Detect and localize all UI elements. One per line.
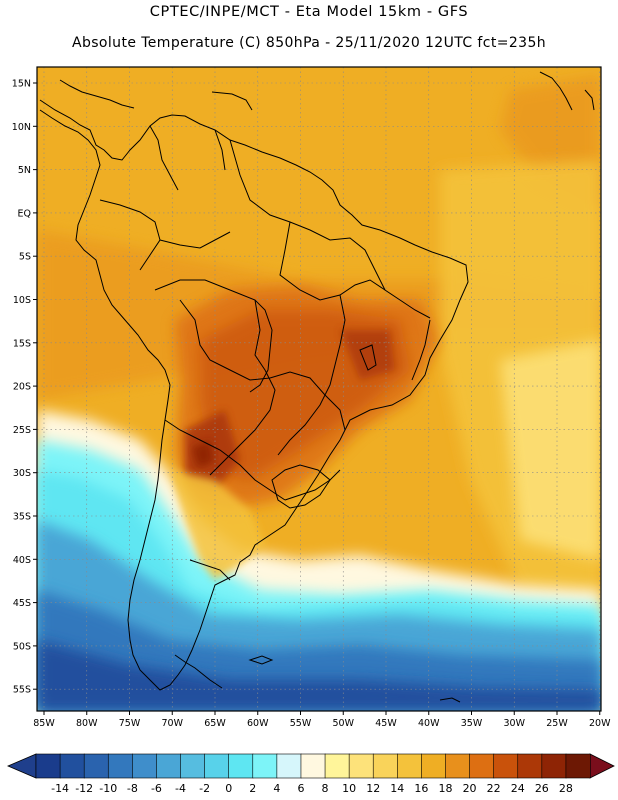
lat-label: 10N: [12, 122, 31, 133]
colorbar-label: -10: [99, 782, 117, 795]
lat-label: 15N: [12, 79, 31, 90]
lon-label: 50W: [333, 718, 355, 729]
latitude-labels: 15N 10N 5N EQ 5S 10S 15S 20S 25S 30S 35S 40S 45S 50S 5…: [12, 79, 37, 696]
lat-label: 40S: [13, 555, 31, 566]
colorbar-swatch: [228, 753, 254, 779]
lon-label: 25W: [546, 718, 568, 729]
colorbar-label: 2: [249, 782, 256, 795]
colorbar-label: -6: [151, 782, 162, 795]
colorbar-low-arrow: [6, 753, 37, 779]
map-title: CPTEC/INPE/MCT - Eta Model 15km - GFS: [149, 4, 469, 20]
colorbar-label: 26: [535, 782, 549, 795]
lon-label: 35W: [461, 718, 483, 729]
colorbar-swatch: [59, 753, 85, 779]
lat-label: 5S: [19, 252, 31, 263]
lat-label: 50S: [13, 641, 31, 652]
colorbar-swatch: [421, 753, 447, 779]
lat-label: 55S: [13, 685, 31, 696]
continent-outline: [39, 71, 595, 703]
colorbar-swatch: [35, 753, 61, 779]
lon-label: 30W: [504, 718, 526, 729]
colorbar-label: 0: [225, 782, 232, 795]
colorbar-label: 16: [414, 782, 428, 795]
colorbar-label: 12: [366, 782, 380, 795]
colorbar-label: 18: [438, 782, 452, 795]
colorbar-swatch: [565, 753, 591, 779]
colorbar-swatch: [541, 753, 567, 779]
lat-label: 30S: [13, 468, 31, 479]
colorbar-label: 22: [487, 782, 501, 795]
colorbar-label: -14: [51, 782, 69, 795]
colorbar-label: 8: [322, 782, 329, 795]
colorbar-swatch: [132, 753, 158, 779]
colorbar-swatch: [324, 753, 350, 779]
colorbar-label: -2: [199, 782, 210, 795]
colorbar-swatch: [300, 753, 326, 779]
colorbar-swatch: [517, 753, 543, 779]
lat-label: 35S: [13, 512, 31, 523]
map-frame: [36, 66, 602, 712]
lon-label: 55W: [290, 718, 312, 729]
colorbar-label: 6: [297, 782, 304, 795]
colorbar-swatch: [204, 753, 230, 779]
colorbar-label: 20: [463, 782, 477, 795]
longitude-labels: 85W 80W 75W 70W 65W 60W 55W 50W 45W 40W 35W 30W 25W 2…: [33, 711, 611, 729]
colorbar-swatch: [493, 753, 519, 779]
temperature-field: [37, 67, 601, 711]
lon-label: 85W: [33, 718, 55, 729]
lat-label: 5N: [18, 165, 31, 176]
lon-label: 60W: [247, 718, 269, 729]
colorbar-swatch: [156, 753, 182, 779]
lon-label: 80W: [76, 718, 98, 729]
colorbar-label: 24: [511, 782, 525, 795]
colorbar-swatch: [397, 753, 422, 779]
colorbar-label: 10: [342, 782, 356, 795]
lon-label: 20W: [589, 718, 611, 729]
map-subtitle: Absolute Temperature (C) 850hPa - 25/11/…: [71, 35, 547, 51]
colorbar-label: -8: [127, 782, 138, 795]
colorbar-swatch: [107, 753, 133, 779]
lat-label: 25S: [13, 425, 31, 436]
colorbar-swatch: [348, 753, 374, 779]
lat-label: EQ: [18, 208, 31, 219]
colorbar-high-arrow: [589, 753, 615, 779]
colorbar-swatch: [372, 753, 398, 779]
colorbar-swatch: [276, 753, 302, 779]
colorbar-swatch: [445, 753, 471, 779]
colorbar-swatch: [180, 753, 206, 779]
lon-label: 75W: [119, 718, 141, 729]
lon-label: 40W: [418, 718, 440, 729]
lon-label: 65W: [204, 718, 226, 729]
colorbar-label: -4: [175, 782, 186, 795]
lat-lon-grid: [37, 67, 601, 711]
lat-label: 45S: [13, 598, 31, 609]
lon-label: 70W: [162, 718, 184, 729]
lon-label: 45W: [375, 718, 397, 729]
lat-label: 15S: [13, 338, 31, 349]
colorbar: -14 -12 -10 -8 -6 -4 -2 0 2 4 6 8 10 12 14 16 18 20 22 24 26…: [6, 753, 615, 795]
lat-label: 10S: [13, 295, 31, 306]
colorbar-label: 28: [559, 782, 573, 795]
colorbar-label: -12: [75, 782, 93, 795]
colorbar-swatch: [83, 753, 109, 779]
colorbar-swatch: [252, 753, 278, 779]
lat-label: 20S: [13, 382, 31, 393]
colorbar-label: 14: [390, 782, 404, 795]
colorbar-label: 4: [273, 782, 280, 795]
colorbar-swatch: [469, 753, 495, 779]
